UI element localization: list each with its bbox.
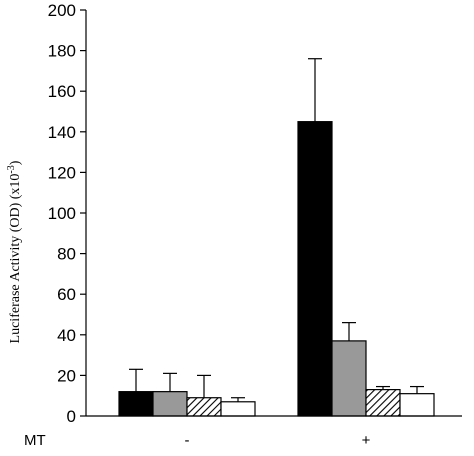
category-label: -: [185, 432, 190, 449]
bar-gray-plus: [331, 340, 367, 417]
y-tick-label: 20: [57, 366, 76, 385]
y-tick-label: 120: [48, 163, 76, 182]
y-tick-label: 140: [48, 123, 76, 142]
bar-hatched-minus: [186, 397, 222, 417]
y-tick-label: 80: [57, 245, 76, 264]
bar-black-minus: [118, 391, 154, 417]
y-tick-label: 40: [57, 326, 76, 345]
error-bars-layer: [129, 58, 424, 402]
y-tick-label: 0: [67, 407, 76, 426]
y-axis-ticks: 0 20 40 60 80 100 120 140 160 180 200: [48, 1, 86, 426]
category-labels: - +: [185, 432, 371, 449]
y-tick-label: 100: [48, 204, 76, 223]
mt-axis-label: MT: [24, 432, 46, 449]
y-tick-label: 180: [48, 42, 76, 61]
bar-hatched-plus: [365, 389, 401, 417]
y-tick-label: 200: [48, 1, 76, 20]
bar-white-plus: [399, 393, 435, 417]
bar-black-plus: [297, 121, 333, 417]
y-tick-label: 60: [57, 285, 76, 304]
bar-white-minus: [220, 401, 256, 417]
y-axis-title: Luciferase Activity (OD) (x10-3): [6, 160, 23, 343]
category-label: +: [362, 432, 371, 449]
bars-layer: [118, 121, 435, 417]
bar-gray-minus: [152, 391, 188, 417]
y-tick-label: 160: [48, 82, 76, 101]
